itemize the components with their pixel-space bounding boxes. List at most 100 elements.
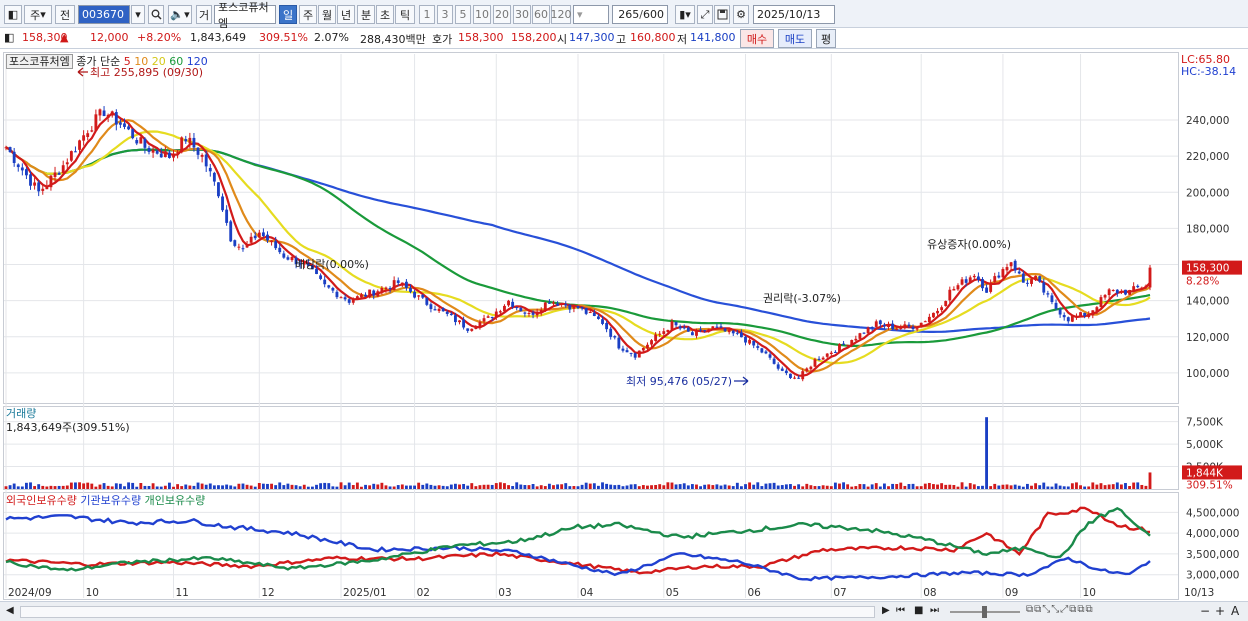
play-back-icon[interactable]: ⏮: [896, 605, 905, 616]
candle-body: [478, 322, 482, 329]
volume-bar: [752, 484, 756, 489]
candle-body: [727, 329, 731, 333]
candle-body: [862, 332, 866, 334]
gear-icon[interactable]: ⚙: [733, 5, 749, 24]
zoom-handle[interactable]: [982, 606, 987, 618]
interval-1-button[interactable]: 1: [419, 5, 435, 24]
candle-body: [1124, 289, 1127, 295]
volume-bar: [825, 485, 829, 489]
volume-bar: [572, 486, 576, 489]
date-field[interactable]: 2025/10/13: [753, 5, 835, 24]
drawing-tools-icons[interactable]: ⧉⧉⤡⤡⤢⧉⧉⧉: [1026, 604, 1094, 615]
period-day-button[interactable]: 일: [279, 5, 297, 24]
interval-5-button[interactable]: 5: [455, 5, 471, 24]
candle-body: [319, 275, 323, 279]
volume-bar: [86, 482, 90, 489]
interval-3-button[interactable]: 3: [437, 5, 453, 24]
candle-body: [764, 351, 768, 354]
volume-bar: [1095, 484, 1099, 489]
speaker-icon[interactable]: 🔈▾: [168, 5, 192, 24]
bottom-scrollbar[interactable]: ◀ ▶ ⏮ ■ ⏭ ⧉⧉⤡⤡⤢⧉⧉⧉ − + A: [0, 601, 1248, 621]
volume-bar: [552, 485, 555, 489]
candle-body: [74, 151, 77, 153]
volume-bar: [1070, 483, 1074, 489]
stop-icon[interactable]: ■: [914, 605, 924, 616]
zoom-in-icon[interactable]: +: [1215, 604, 1226, 618]
volume-bar: [948, 484, 952, 489]
volume-bar: [605, 483, 609, 489]
interval-120-button[interactable]: 120: [551, 5, 572, 24]
auto-scale-icon[interactable]: A: [1231, 604, 1240, 618]
period-minute-button[interactable]: 분: [357, 5, 375, 24]
volume-bar: [372, 483, 376, 489]
layout-icon[interactable]: ◧: [4, 5, 22, 24]
volume-bar: [993, 483, 997, 489]
volume-bar: [870, 484, 874, 489]
candle-body: [16, 164, 20, 168]
interval-10-button[interactable]: 10: [473, 5, 491, 24]
chart-area: 240,000220,000200,000180,000160,000140,0…: [0, 50, 1248, 600]
search-icon[interactable]: [148, 5, 164, 24]
interval-20-button[interactable]: 20: [493, 5, 511, 24]
price-tick-label: 220,000: [1186, 151, 1229, 163]
scroll-track[interactable]: [20, 606, 875, 618]
evaluate-button[interactable]: 평: [816, 29, 836, 48]
volume-bar: [266, 483, 269, 489]
candle-body: [78, 140, 81, 150]
scroll-left-icon[interactable]: ◀: [6, 605, 14, 616]
candle-body: [854, 338, 858, 341]
candle-body: [8, 147, 12, 153]
data-count-field[interactable]: 265/600: [612, 5, 668, 24]
volume-bar: [221, 485, 224, 489]
candle-body: [241, 248, 245, 250]
chart-type-icon[interactable]: ▮▾: [675, 5, 695, 24]
code-dropdown-icon[interactable]: ▾: [131, 5, 145, 24]
period-month-button[interactable]: 월: [318, 5, 336, 24]
candle-body: [584, 307, 588, 314]
candle-body: [985, 287, 988, 293]
volume-bar: [662, 485, 666, 489]
period-second-button[interactable]: 초: [376, 5, 394, 24]
play-forward-icon[interactable]: ⏭: [930, 605, 939, 616]
volume-bar: [727, 485, 731, 489]
scroll-right-icon[interactable]: ▶: [882, 605, 890, 616]
volume-bar: [49, 485, 53, 489]
market-toggle[interactable]: 전: [55, 5, 75, 24]
stock-name-field[interactable]: 포스코퓨처엠: [214, 1, 276, 30]
volume-bar: [429, 484, 433, 489]
candle-body: [82, 135, 86, 141]
volume-bar: [588, 483, 592, 489]
period-unit-select[interactable]: 주 ▾: [24, 5, 52, 24]
candle-body: [556, 303, 559, 306]
sell-button[interactable]: 매도: [778, 29, 812, 48]
legend-stock-name[interactable]: 포스코퓨처엠: [6, 54, 73, 69]
interval-60-button[interactable]: 60: [532, 5, 550, 24]
volume-bar: [286, 483, 290, 489]
legend-institution: 기관보유수량: [80, 494, 142, 507]
period-tick-button[interactable]: 틱: [395, 5, 415, 24]
zoom-out-icon[interactable]: −: [1200, 604, 1211, 618]
candle-body: [1075, 315, 1078, 317]
stock-code-input[interactable]: 003670: [78, 5, 130, 24]
candle-body: [1136, 285, 1140, 288]
volume-bar: [862, 484, 866, 489]
volume-bar: [1062, 486, 1066, 489]
period-year-button[interactable]: 년: [337, 5, 355, 24]
candle-body: [723, 328, 727, 332]
candle-body: [278, 247, 282, 253]
indicator-icon[interactable]: ⤢: [697, 5, 713, 24]
interval-30-button[interactable]: 30: [513, 5, 531, 24]
candle-body: [204, 154, 208, 167]
period-week-button[interactable]: 주: [299, 5, 317, 24]
buy-button[interactable]: 매수: [740, 29, 774, 48]
volume-bar: [192, 485, 196, 489]
volume-bar: [94, 486, 98, 489]
volume-bar: [212, 485, 216, 489]
candle-body: [621, 348, 625, 351]
custom-interval-field[interactable]: ▾: [573, 5, 609, 24]
candle-body: [143, 138, 147, 148]
volume-bar: [1079, 485, 1082, 489]
candle-body: [1128, 289, 1131, 295]
save-icon[interactable]: [714, 5, 730, 24]
exchange-label[interactable]: 거: [196, 5, 212, 24]
